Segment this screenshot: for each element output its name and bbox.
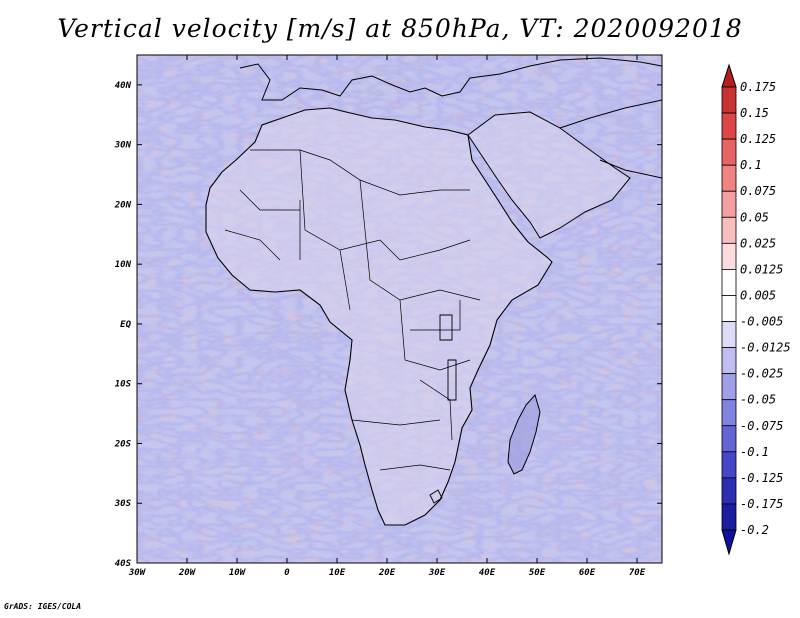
africa-landmass (205, 107, 553, 526)
europe-coast (239, 57, 662, 101)
plot-area (137, 55, 662, 563)
colorbar-label: -0.005 (740, 315, 783, 329)
colorbar-swatch (721, 164, 737, 192)
colorbar-swatch (721, 451, 737, 479)
country-borders (224, 149, 481, 471)
credit-label: GrADS: IGES/COLA (4, 602, 82, 611)
colorbar-label: 0.125 (740, 132, 776, 146)
arabia-landmass (467, 111, 631, 239)
lat-tick-label: 20N (114, 200, 132, 210)
colorbar-swatch (721, 190, 737, 218)
colorbar-top-arrow (721, 63, 737, 88)
lon-tick-label: 10W (229, 568, 247, 578)
madagascar (507, 394, 541, 475)
colorbar-label: -0.2 (740, 523, 769, 537)
lat-tick-label: EQ (120, 320, 131, 330)
colorbar-label: -0.0125 (740, 341, 791, 355)
lon-tick-label: 20E (378, 568, 396, 578)
lat-tick-label: 30N (114, 141, 132, 151)
colorbar-label: -0.05 (740, 393, 776, 407)
colorbar-label: 0.05 (740, 210, 769, 224)
colorbar-swatch (721, 477, 737, 505)
colorbar-label: 0.005 (740, 288, 776, 302)
colorbar-swatch (721, 321, 737, 348)
colorbar-swatch (721, 503, 737, 531)
colorbar-swatch (721, 216, 737, 244)
lon-tick-label: 60E (579, 568, 596, 578)
lon-tick-label: 20W (178, 568, 197, 578)
colorbar-swatch (721, 269, 737, 296)
lon-axis: 30W 20W 10W 0 10E 20E 30E 40E 50E 60E 70E (128, 55, 646, 578)
lat-tick-label: 30S (114, 499, 132, 509)
colorbar-swatch (721, 295, 737, 322)
colorbar-swatch (721, 373, 737, 401)
lakes-outline (429, 314, 457, 504)
colorbar-swatch (721, 138, 737, 166)
colorbar-label: 0.175 (740, 80, 776, 94)
lon-tick-label: 30W (128, 568, 147, 578)
lat-tick-label: 40N (115, 81, 132, 91)
colorbar-label: 0.15 (740, 106, 769, 120)
lon-tick-label: 50E (529, 568, 546, 578)
map-title: Vertical velocity [m/s] at 850hPa, VT: 2… (57, 14, 743, 43)
lat-tick-label: 20S (114, 439, 132, 449)
colorbar-bottom-arrow (721, 529, 737, 556)
colorbar-label: -0.175 (740, 497, 783, 511)
plot-frame (136, 54, 663, 564)
lon-tick-label: 30E (428, 568, 446, 578)
colorbar-label: 0.0125 (740, 262, 783, 276)
lat-tick-label: 40S (115, 559, 132, 569)
colorbar-label: -0.075 (740, 419, 783, 433)
lat-tick-label: 10S (115, 380, 132, 390)
colorbar: 0.175 0.15 0.125 0.1 0.075 0.05 0.025 0.0125 0.0… (721, 63, 791, 556)
colorbar-swatch (721, 347, 737, 375)
asia-coast (559, 99, 662, 179)
colorbar-label: 0.025 (740, 236, 776, 250)
colorbar-label: 0.1 (740, 158, 762, 172)
lon-tick-label: 0 (284, 568, 290, 578)
colorbar-label: 0.075 (740, 184, 776, 198)
colorbar-label: -0.025 (740, 367, 783, 381)
colorbar-swatch (721, 399, 737, 427)
colorbar-swatch (721, 425, 737, 453)
lon-tick-label: 70E (629, 568, 646, 578)
colorbar-swatch (721, 86, 737, 114)
lat-axis: 40N 30N 20N 10N EQ 10S 20S 30S 40S (114, 81, 662, 569)
colorbar-swatch (721, 242, 737, 270)
lat-tick-label: 10N (115, 260, 132, 270)
colorbar-swatch (721, 112, 737, 140)
lon-tick-label: 10E (329, 568, 346, 578)
colorbar-label: -0.1 (740, 445, 769, 459)
lon-tick-label: 40E (479, 568, 496, 578)
colorbar-label: -0.125 (740, 471, 783, 485)
